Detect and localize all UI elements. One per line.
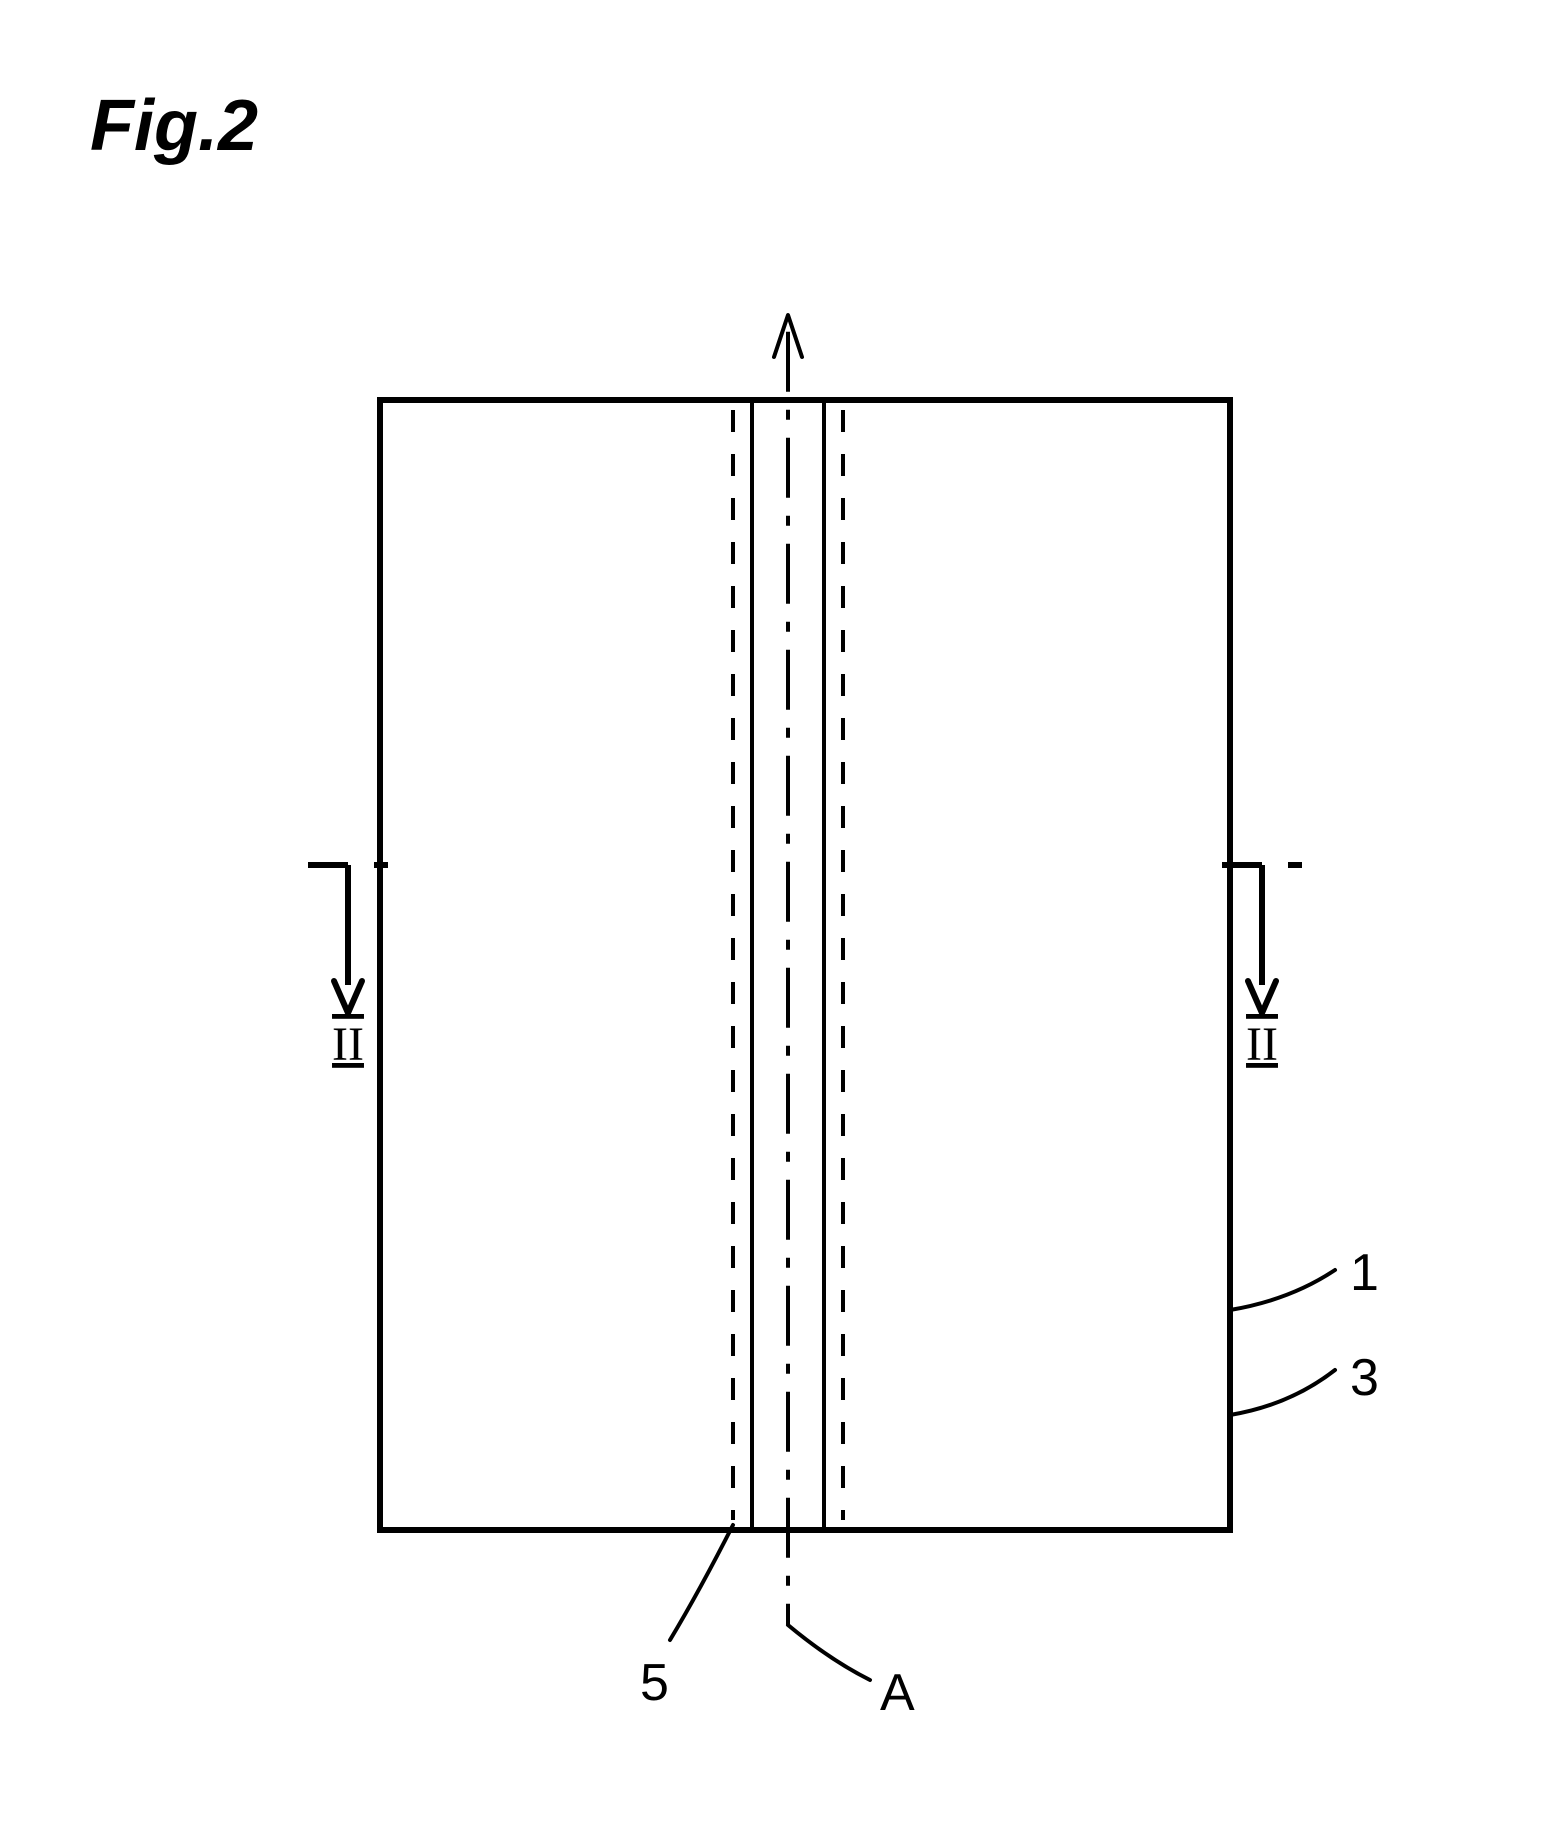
canvas-bg	[0, 0, 1567, 1828]
figure-label: Fig.2	[90, 86, 258, 166]
section-label-right: II	[1246, 1018, 1278, 1071]
leader-label-1: 1	[1350, 1244, 1379, 1302]
section-label-left: II	[332, 1018, 364, 1071]
leader-label-3: 3	[1350, 1349, 1379, 1407]
leader-label-A: A	[880, 1664, 915, 1722]
leader-label-5: 5	[640, 1654, 669, 1712]
